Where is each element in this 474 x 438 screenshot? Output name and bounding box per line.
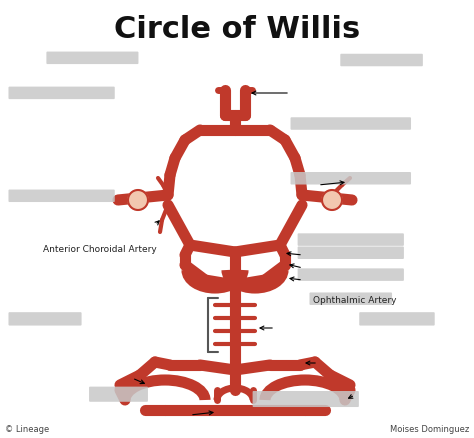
Text: Circle of Willis: Circle of Willis <box>114 15 360 45</box>
FancyBboxPatch shape <box>310 293 392 305</box>
Text: Moises Dominguez: Moises Dominguez <box>390 425 469 434</box>
Text: Anterior Choroidal Artery: Anterior Choroidal Artery <box>43 245 156 254</box>
Circle shape <box>128 190 148 210</box>
Text: © Lineage: © Lineage <box>5 425 49 434</box>
FancyBboxPatch shape <box>298 247 404 259</box>
Text: Ophthalmic Artery: Ophthalmic Artery <box>313 296 396 304</box>
FancyBboxPatch shape <box>9 87 115 99</box>
FancyBboxPatch shape <box>298 268 404 281</box>
FancyBboxPatch shape <box>9 190 115 202</box>
FancyBboxPatch shape <box>291 117 411 130</box>
Circle shape <box>322 190 342 210</box>
FancyBboxPatch shape <box>298 233 404 246</box>
FancyBboxPatch shape <box>89 387 148 402</box>
FancyBboxPatch shape <box>253 391 359 407</box>
FancyBboxPatch shape <box>359 312 435 325</box>
FancyBboxPatch shape <box>9 312 82 325</box>
FancyBboxPatch shape <box>340 54 423 66</box>
FancyBboxPatch shape <box>46 52 138 64</box>
FancyBboxPatch shape <box>291 172 411 184</box>
